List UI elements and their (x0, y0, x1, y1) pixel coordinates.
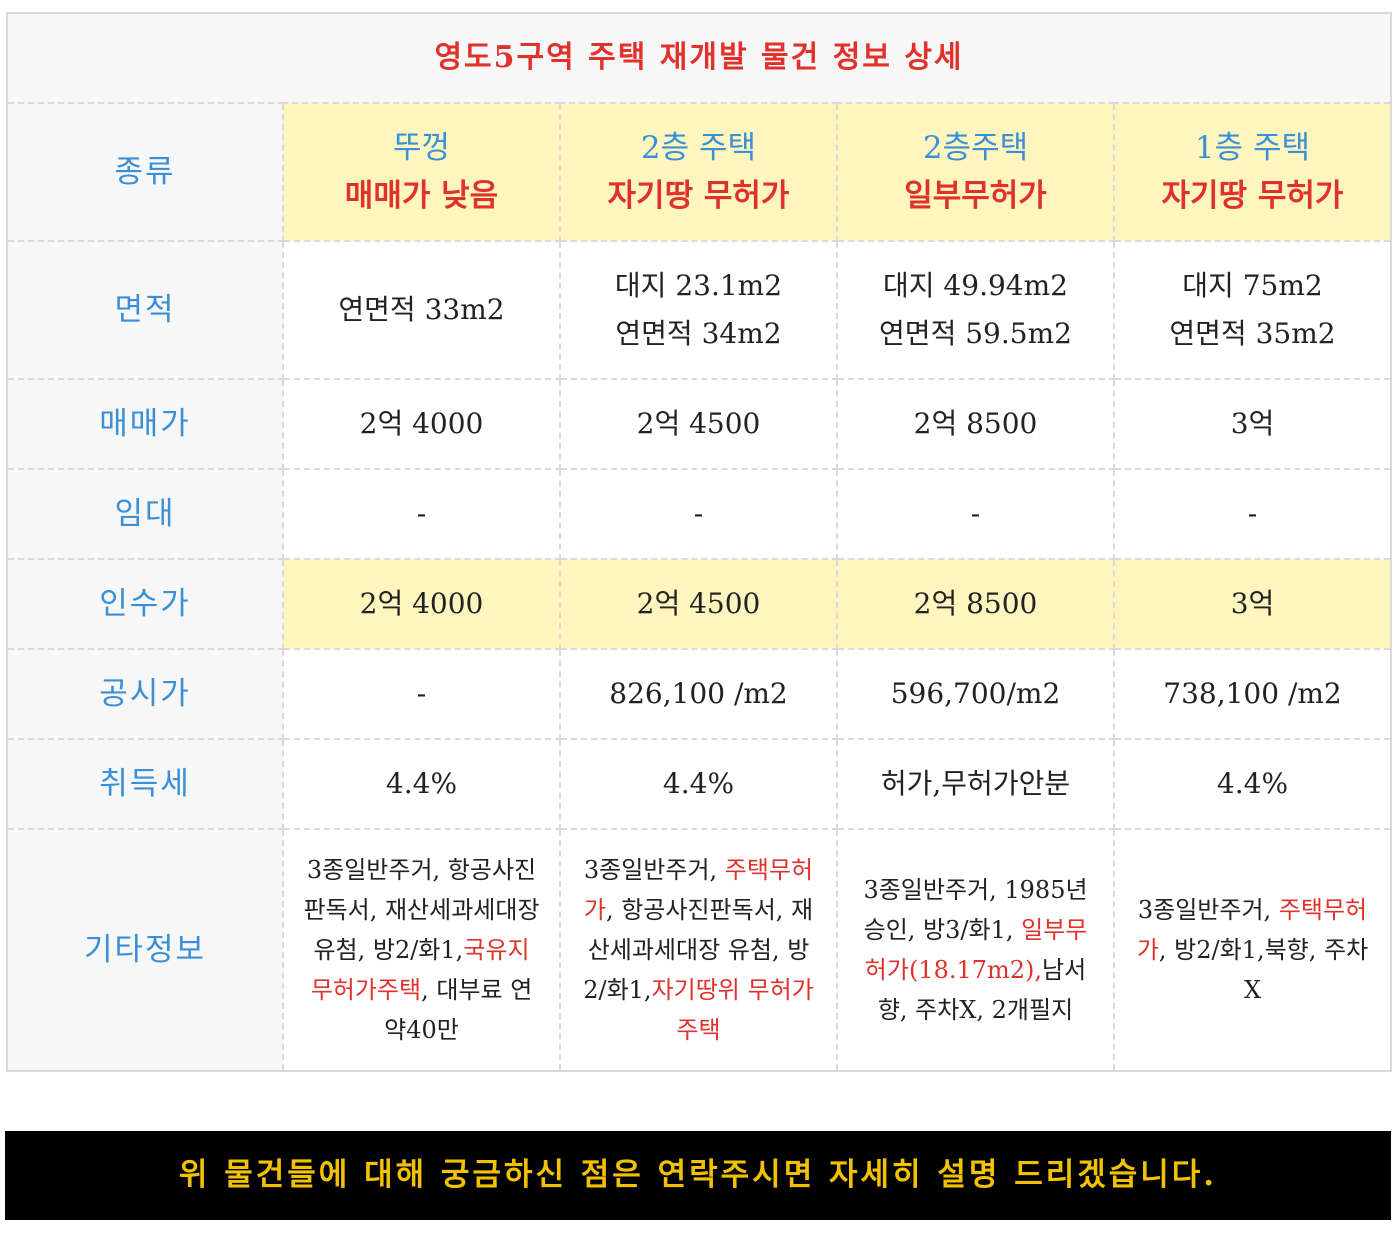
contact-banner: 위 물건들에 대해 궁금하신 점은 연락주시면 자세히 설명 드리겠습니다. (5, 1131, 1391, 1220)
row-official-price: 공시가 - 826,100 /m2 596,700/m2 738,100 /m2 (6, 648, 1392, 740)
notes-segment: 남서향, 주차X, 2개필지 (877, 956, 1087, 1024)
official-cell: 596,700/m2 (836, 648, 1115, 740)
acquisition-cell: 2억 4500 (559, 558, 838, 650)
property-info-table: 영도5구역 주택 재개발 물건 정보 상세 종류 뚜껑 매매가 낮음 2층 주택… (6, 12, 1392, 1072)
area-cell-1: 연면적 33m2 (282, 240, 561, 380)
type-cell-3: 2층주택 일부무허가 (836, 102, 1115, 242)
type-note: 자기땅 무허가 (607, 178, 790, 214)
acquisition-cell: 3억 (1113, 558, 1392, 650)
tax-cell: 4.4% (282, 738, 561, 830)
rent-cell: - (559, 468, 838, 560)
row-notes: 기타정보 3종일반주거, 항공사진판독서, 재산세과세대장 유첨, 방2/화1,… (6, 828, 1392, 1072)
row-acquisition-tax: 취득세 4.4% 4.4% 허가,무허가안분 4.4% (6, 738, 1392, 830)
notes-segment: 3종일반주거, (1137, 896, 1279, 924)
notes-segment: , 방2/화1,북향, 주차X (1158, 936, 1369, 1004)
row-area: 면적 연면적 33m2 대지 23.1m2 연면적 34m2 대지 49.94m… (6, 240, 1392, 380)
type-name: 1층 주택 (1194, 130, 1311, 166)
acquisition-cell: 2억 4000 (282, 558, 561, 650)
tax-cell: 4.4% (1113, 738, 1392, 830)
notes-segment-red: 주택무허가 (1136, 896, 1368, 964)
type-cell-4: 1층 주택 자기땅 무허가 (1113, 102, 1392, 242)
official-cell: 738,100 /m2 (1113, 648, 1392, 740)
area-line: 대지 49.94m2 (883, 269, 1068, 302)
sale-cell: 2억 4500 (559, 378, 838, 470)
official-cell: 826,100 /m2 (559, 648, 838, 740)
title-row: 영도5구역 주택 재개발 물건 정보 상세 (6, 12, 1392, 104)
acquisition-cell: 2억 8500 (836, 558, 1115, 650)
table-title: 영도5구역 주택 재개발 물건 정보 상세 (6, 12, 1392, 104)
label-rent: 임대 (6, 468, 284, 560)
official-cell: - (282, 648, 561, 740)
label-area: 면적 (6, 240, 284, 380)
area-cell-4: 대지 75m2 연면적 35m2 (1113, 240, 1392, 380)
area-line: 대지 23.1m2 (614, 269, 783, 302)
notes-segment: , 항공사진판독서, 재산세과세대장 유첨, 방2/화1, (583, 896, 814, 1004)
sale-cell: 2억 8500 (836, 378, 1115, 470)
type-cell-1: 뚜껑 매매가 낮음 (282, 102, 561, 242)
notes-cell: 3종일반주거, 주택무허가, 항공사진판독서, 재산세과세대장 유첨, 방2/화… (559, 828, 838, 1072)
row-type: 종류 뚜껑 매매가 낮음 2층 주택 자기땅 무허가 2층주택 일부무허가 1층… (6, 102, 1392, 242)
label-sale: 매매가 (6, 378, 284, 470)
row-acquisition-price: 인수가 2억 4000 2억 4500 2억 8500 3억 (6, 558, 1392, 650)
area-cell-3: 대지 49.94m2 연면적 59.5m2 (836, 240, 1115, 380)
notes-segment: 3종일반주거, 1985년 승인, 방3/화1, (863, 876, 1088, 944)
notes-segment: , 대부료 연약40만 (384, 976, 533, 1044)
notes-segment-red: 주택무허가 (583, 856, 814, 924)
label-acquisition: 인수가 (6, 558, 284, 650)
sale-cell: 2억 4000 (282, 378, 561, 470)
label-notes: 기타정보 (6, 828, 284, 1072)
area-line: 연면적 35m2 (1169, 317, 1336, 350)
notes-segment: 3종일반주거, (583, 856, 725, 884)
label-type: 종류 (6, 102, 284, 242)
type-note: 일부무허가 (904, 178, 1047, 214)
notes-segment-red: 자기땅위 무허가주택 (651, 976, 814, 1044)
notes-cell: 3종일반주거, 항공사진판독서, 재산세과세대장 유첨, 방2/화1,국유지 무… (282, 828, 561, 1072)
notes-cell: 3종일반주거, 주택무허가, 방2/화1,북향, 주차X (1113, 828, 1392, 1072)
type-name: 2층주택 (922, 130, 1029, 166)
rent-cell: - (282, 468, 561, 560)
row-sale-price: 매매가 2억 4000 2억 4500 2억 8500 3억 (6, 378, 1392, 470)
type-note: 매매가 낮음 (344, 178, 499, 214)
rent-cell: - (1113, 468, 1392, 560)
sale-cell: 3억 (1113, 378, 1392, 470)
area-line: 연면적 34m2 (615, 317, 782, 350)
area-cell-2: 대지 23.1m2 연면적 34m2 (559, 240, 838, 380)
type-name: 2층 주택 (640, 130, 757, 166)
type-cell-2: 2층 주택 자기땅 무허가 (559, 102, 838, 242)
type-note: 자기땅 무허가 (1161, 178, 1344, 214)
area-line: 연면적 59.5m2 (879, 317, 1072, 350)
tax-cell: 4.4% (559, 738, 838, 830)
notes-segment-red: 일부무허가(18.17m2), (864, 916, 1088, 984)
notes-segment: 3종일반주거, 항공사진판독서, 재산세과세대장 유첨, 방2/화1, (303, 856, 540, 964)
area-line: 연면적 33m2 (338, 293, 505, 326)
area-line: 대지 75m2 (1182, 269, 1323, 302)
label-tax: 취득세 (6, 738, 284, 830)
type-name: 뚜껑 (392, 130, 451, 166)
row-rent: 임대 - - - - (6, 468, 1392, 560)
rent-cell: - (836, 468, 1115, 560)
notes-segment-red: 국유지 무허가주택 (310, 936, 530, 1004)
notes-cell: 3종일반주거, 1985년 승인, 방3/화1, 일부무허가(18.17m2),… (836, 828, 1115, 1072)
label-official: 공시가 (6, 648, 284, 740)
tax-cell: 허가,무허가안분 (836, 738, 1115, 830)
